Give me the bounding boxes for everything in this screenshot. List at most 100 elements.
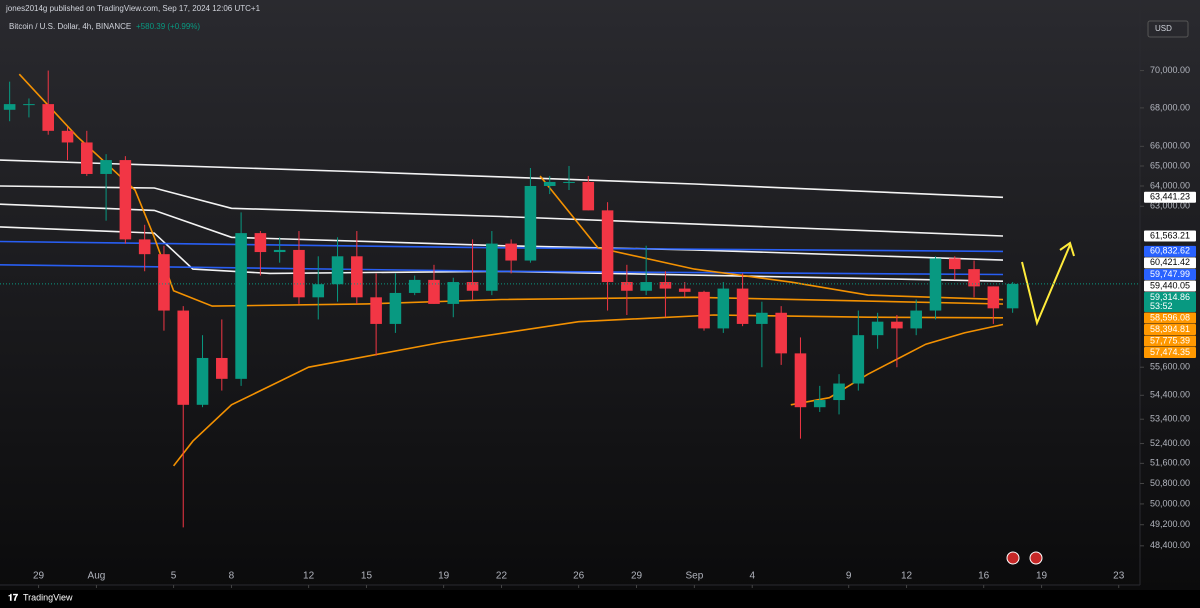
candle-body	[1006, 283, 1019, 309]
x-tick-label: 16	[978, 571, 990, 582]
candle-body	[466, 282, 479, 291]
y-tick-label: 48,400.00	[1150, 540, 1190, 550]
candle-body	[987, 286, 1000, 309]
candle-body	[794, 353, 807, 408]
band-line	[0, 185, 1004, 237]
candle-body	[543, 181, 556, 186]
candle-body	[447, 282, 460, 304]
price-label: 57,474.35	[1150, 347, 1190, 357]
price-label-box	[1144, 335, 1196, 347]
y-tick-label: 66,000.00	[1150, 141, 1190, 151]
x-tick-label: 29	[631, 571, 643, 582]
y-tick-label: 50,000.00	[1150, 498, 1190, 508]
candle-body	[177, 310, 190, 405]
price-label: 58,596.08	[1150, 312, 1190, 322]
candle-body	[61, 130, 74, 143]
candle-body	[196, 357, 209, 405]
candle-body	[871, 321, 884, 336]
chart-background	[0, 0, 1200, 590]
price-label-box	[1144, 245, 1196, 257]
candle-body	[351, 256, 363, 298]
candle-body	[968, 269, 980, 287]
x-tick-label: 5	[171, 571, 177, 582]
candle-body	[254, 233, 267, 253]
y-tick-label: 55,600.00	[1150, 362, 1190, 372]
candle-body	[813, 400, 826, 408]
event-icon[interactable]	[1006, 551, 1020, 565]
price-label-box	[1144, 191, 1196, 203]
price-label-box	[1144, 280, 1196, 292]
x-tick-label: 12	[303, 571, 315, 582]
candle-body	[3, 104, 16, 110]
price-change: +580.39 (+0.99%)	[136, 22, 200, 31]
candle-body	[621, 282, 633, 291]
candle-body	[563, 181, 575, 183]
candle-body	[138, 239, 151, 255]
candle-body	[293, 249, 305, 298]
x-tick-label: 23	[1113, 571, 1125, 582]
candle-body	[659, 282, 672, 289]
candle-body	[23, 104, 35, 106]
y-tick-label: 70,000.00	[1150, 65, 1190, 75]
candle-body	[717, 288, 730, 329]
price-label-box	[1144, 292, 1196, 313]
candle-body	[389, 292, 402, 324]
candle-body	[216, 357, 228, 379]
y-tick-label: 53,400.00	[1150, 414, 1190, 424]
y-tick-label: 50,800.00	[1150, 478, 1190, 488]
candle-body	[42, 104, 55, 131]
candle-body	[775, 312, 787, 354]
candle-body	[428, 279, 440, 304]
x-tick-label: 29	[33, 571, 45, 582]
annotation-arrow	[1021, 241, 1075, 327]
y-tick-label: 51,600.00	[1150, 458, 1190, 468]
candle-body	[81, 142, 93, 174]
candle-body	[833, 383, 845, 401]
x-tick-label: 26	[573, 571, 585, 582]
y-tick-label: 65,000.00	[1150, 160, 1190, 170]
y-tick-label: 64,000.00	[1150, 180, 1190, 190]
plot-area	[0, 70, 1019, 528]
event-icon[interactable]	[1029, 551, 1043, 565]
candle-body	[524, 185, 537, 261]
y-tick-label: 49,200.00	[1150, 519, 1190, 529]
candle-body	[948, 258, 961, 270]
candle-body	[331, 256, 344, 285]
candle-body	[756, 312, 768, 324]
price-label: 59,314.86	[1150, 292, 1190, 302]
currency[interactable]: USD	[1155, 24, 1172, 33]
candle-body	[408, 279, 421, 293]
candle-body	[910, 310, 922, 329]
symbol-title: Bitcoin / U.S. Dollar, 4h, BINANCE	[9, 22, 131, 31]
candle-body	[505, 243, 517, 261]
price-label-box	[1144, 347, 1196, 359]
candle-body	[235, 233, 247, 379]
price-label: 61,563.21	[1150, 230, 1190, 240]
candle-body	[312, 284, 325, 298]
y-tick-label: 68,000.00	[1150, 102, 1190, 112]
price-label: 60,421.42	[1150, 257, 1190, 267]
candle-body	[370, 297, 382, 324]
published-note: jones2014g published on TradingView.com,…	[5, 4, 261, 13]
x-tick-label: 19	[438, 571, 450, 582]
price-label: 59,747.99	[1150, 269, 1190, 279]
candle-body	[100, 160, 112, 174]
candle-body	[158, 254, 170, 311]
price-label-box	[1144, 257, 1196, 269]
x-tick-label: 8	[229, 571, 235, 582]
candle-body	[486, 243, 498, 291]
candle-body	[891, 321, 903, 329]
x-tick-label: 22	[496, 571, 508, 582]
currency-box[interactable]	[1147, 20, 1189, 38]
brand: TradingView	[23, 592, 73, 602]
y-tick-label: 54,400.00	[1150, 390, 1190, 400]
price-label-box	[1144, 324, 1196, 336]
candle-body	[852, 335, 865, 384]
band-line	[172, 314, 1004, 467]
price-label-box	[1144, 230, 1196, 242]
candle-body	[273, 249, 286, 253]
price-label-box	[1144, 269, 1196, 281]
candle-body	[601, 210, 614, 283]
x-tick-label: 9	[846, 571, 852, 582]
